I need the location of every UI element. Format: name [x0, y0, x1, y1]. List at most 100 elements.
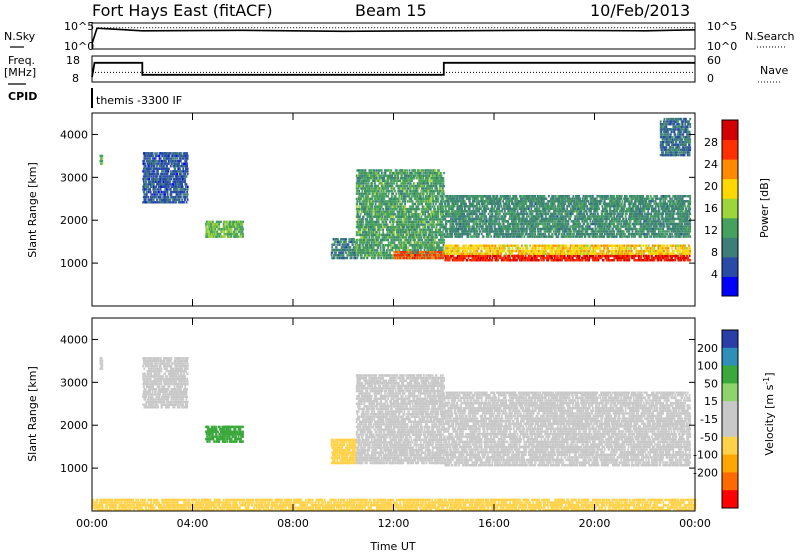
power-cell-4 [403, 207, 406, 211]
power-cell-4 [421, 246, 423, 249]
power-cell-4 [383, 197, 386, 200]
power-cell-1 [180, 165, 183, 168]
power-cell-4 [365, 171, 367, 175]
power-cell-1 [181, 180, 183, 183]
power-cell-6 [475, 212, 478, 216]
power-cell-1 [180, 152, 183, 155]
power-cell-2 [221, 228, 224, 231]
power-cell-4 [362, 182, 365, 185]
power-cell-1 [158, 167, 161, 170]
power-cell-3 [345, 240, 347, 244]
power-cell-3 [354, 256, 357, 260]
power-cell-2 [238, 230, 241, 233]
power-cell-1 [161, 172, 164, 176]
power-cell-1 [177, 167, 180, 170]
power-cell-4 [362, 174, 364, 177]
power-cell-4 [380, 174, 383, 177]
power-cell-4 [370, 202, 373, 206]
power-cell-1 [155, 195, 158, 199]
power-cell-4 [396, 244, 399, 247]
power-cell-6 [486, 227, 489, 231]
power-cell-4 [369, 200, 371, 203]
power-cell-4 [370, 197, 373, 200]
power-cell-4 [405, 177, 408, 180]
power-cell-1 [145, 183, 148, 186]
power-cell-3 [333, 248, 336, 252]
power-cell-6 [507, 220, 509, 223]
power-cell-4 [370, 231, 373, 234]
power-cell-6 [501, 207, 504, 210]
power-cell-6 [477, 235, 480, 238]
power-cell-4 [400, 233, 403, 237]
power-cell-3 [347, 251, 350, 254]
power-cell-4 [364, 169, 367, 172]
power-cell-3 [338, 243, 341, 246]
power-cell-1 [158, 157, 161, 160]
power-cell-4 [386, 233, 389, 237]
power-cell-4 [387, 246, 389, 249]
power-cell-6 [481, 205, 484, 208]
power-cell-4 [370, 244, 373, 247]
power-cell-6 [500, 197, 503, 200]
power-cell-4 [442, 228, 445, 231]
power-cell-4 [392, 192, 394, 195]
power-cell-6 [509, 205, 511, 208]
power-cell-4 [370, 177, 373, 180]
power-cell-4 [418, 179, 421, 182]
power-cell-4 [411, 231, 413, 234]
power-cell-4 [372, 233, 375, 237]
power-cell-1 [144, 165, 147, 168]
power-cell-1 [181, 185, 184, 188]
power-cell-4 [406, 215, 408, 218]
power-cell-1 [186, 188, 189, 191]
power-cell-4 [365, 238, 367, 242]
power-cell-1 [163, 167, 165, 170]
power-cell-6 [499, 225, 501, 228]
power-cell-1 [157, 172, 160, 176]
power-cell-1 [143, 152, 146, 155]
power-cell-6 [465, 202, 467, 205]
power-cell-4 [361, 177, 364, 180]
power-cell-4 [405, 213, 408, 216]
power-cell-2 [206, 232, 209, 236]
power-cell-4 [357, 207, 359, 211]
power-cell-6 [450, 195, 452, 198]
power-cell-3 [354, 246, 357, 249]
power-cell-1 [149, 157, 151, 160]
power-cell-1 [162, 159, 165, 163]
power-cell-2 [212, 235, 214, 238]
power-cell-2 [212, 232, 215, 236]
power-cell-4 [387, 195, 389, 198]
power-cell-1 [159, 198, 162, 201]
power-cell-6 [509, 225, 511, 228]
power-cell-4 [361, 171, 364, 175]
power-cell-6 [465, 217, 467, 221]
power-cell-6 [467, 210, 469, 213]
power-cell-5 [440, 254, 442, 257]
power-cell-3 [345, 246, 348, 249]
power-cell-1 [145, 201, 148, 204]
power-cell-1 [183, 201, 185, 204]
noise-right-tick-top: 10^5 [707, 20, 737, 33]
noise-panel: N.Sky 10^5 10^0 10^5 10^0 N.Search [4, 20, 795, 53]
power-cell-1 [176, 188, 179, 191]
power-cell-4 [442, 213, 445, 216]
power-cell-0 [100, 159, 102, 163]
power-cell-4 [384, 215, 386, 218]
power-cell-1 [151, 193, 154, 196]
frequency-panel-frame [91, 55, 696, 83]
power-cell-1 [145, 170, 148, 173]
power-cell-4 [370, 215, 373, 218]
power-cell-4 [362, 238, 365, 242]
power-cell-4 [356, 200, 359, 203]
power-cell-4 [414, 228, 416, 231]
power-cell-1 [184, 188, 187, 191]
power-cell-4 [359, 174, 361, 177]
power-cell-4 [387, 256, 389, 260]
power-cell-4 [409, 182, 412, 185]
power-cell-6 [499, 202, 502, 205]
power-cell-6 [444, 217, 447, 221]
power-cell-4 [423, 174, 425, 177]
power-cell-4 [384, 218, 387, 221]
power-cell-1 [142, 162, 145, 165]
